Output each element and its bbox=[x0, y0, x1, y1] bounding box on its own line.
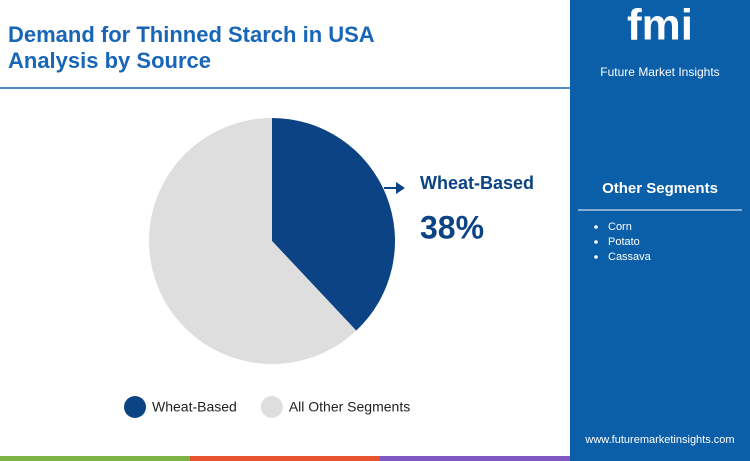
footer-strip bbox=[570, 456, 750, 461]
legend-swatch bbox=[124, 396, 146, 418]
sidebar-item: Corn bbox=[608, 221, 632, 233]
pie-slice bbox=[272, 118, 395, 331]
sidebar-list: Corn Potato Cassava bbox=[594, 221, 652, 263]
sidebar-heading: Other Segments bbox=[602, 180, 718, 197]
callout-value: 38% bbox=[420, 209, 484, 245]
brand-url: www.futuremarketinsights.com bbox=[584, 434, 734, 446]
sidebar-item: Potato bbox=[608, 236, 640, 248]
footer-strip bbox=[380, 456, 570, 461]
bullet bbox=[594, 255, 598, 259]
footer-strip bbox=[190, 456, 380, 461]
chart-title: Demand for Thinned Starch in USA bbox=[8, 22, 375, 47]
callout-arrow bbox=[396, 182, 405, 194]
legend-label: All Other Segments bbox=[289, 399, 410, 415]
sidebar-panel bbox=[570, 0, 750, 461]
legend-swatch bbox=[260, 396, 283, 418]
callout-category: Wheat-Based bbox=[420, 173, 534, 193]
brand-name: Future Market Insights bbox=[600, 65, 719, 79]
pie bbox=[148, 118, 395, 365]
sidebar-item: Cassava bbox=[608, 251, 652, 263]
legend: Wheat-Based All Other Segments bbox=[124, 396, 410, 418]
logo: fmi bbox=[627, 1, 693, 50]
legend-label: Wheat-Based bbox=[152, 399, 237, 415]
footer-strip bbox=[0, 456, 190, 461]
chart-subtitle: Analysis by Source bbox=[8, 48, 211, 73]
pie-slice bbox=[148, 118, 357, 365]
bullet bbox=[594, 225, 598, 229]
bullet bbox=[594, 240, 598, 244]
